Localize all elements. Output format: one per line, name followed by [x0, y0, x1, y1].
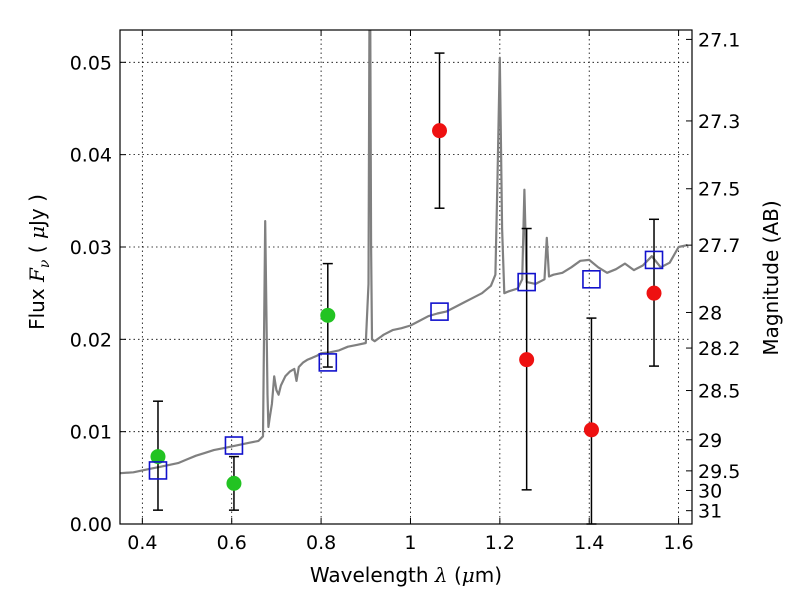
- data-point: [226, 475, 242, 491]
- x-tick-label: 0.8: [306, 532, 336, 554]
- y-tick-label: 0.05: [70, 52, 112, 74]
- x-tick-label: 1.6: [663, 532, 693, 554]
- y2-tick-label: 28.2: [698, 338, 740, 360]
- model-point: [430, 302, 449, 321]
- grid: [120, 30, 692, 525]
- x-tick-label: 0.6: [217, 532, 247, 554]
- y2-tick-label: 29.5: [698, 461, 740, 483]
- x-tick-label: 0.4: [127, 532, 157, 554]
- data-point: [519, 352, 535, 368]
- y-tick-label: 0.04: [70, 145, 112, 167]
- y2-tick-label: 29: [698, 430, 722, 452]
- x-tick-label: 1.2: [485, 532, 515, 554]
- y2-tick-label: 27.3: [698, 111, 740, 133]
- y2-tick-label: 27.5: [698, 179, 740, 201]
- model-point: [582, 270, 601, 289]
- x-tick-label: 1: [404, 532, 416, 554]
- model-point: [148, 461, 168, 480]
- model-point: [224, 436, 244, 455]
- model-point: [517, 272, 536, 292]
- y-tick-label: 0.03: [70, 237, 112, 259]
- x-axis-title: Wavelength λ (μm): [310, 563, 502, 587]
- photometry-layer: [148, 52, 664, 525]
- y-tick-label: 0.00: [70, 514, 112, 536]
- y-tick-label: 0.02: [70, 329, 112, 351]
- y-axis-title: Flux Fν ( μJy ): [25, 194, 53, 330]
- right-axis-title: Magnitude (AB): [759, 200, 783, 355]
- model-point: [644, 250, 664, 270]
- y2-tick-label: 27.1: [698, 29, 740, 51]
- data-point: [583, 422, 599, 438]
- y2-tick-label: 27.7: [698, 235, 740, 257]
- axis-ticks: 0.4 0.6 0.8 1 1.2 1.4 1.6 0.00 0.01 0.02 0.03 0.04 0…: [70, 29, 741, 554]
- data-point: [320, 307, 336, 323]
- x-tick-label: 1.4: [574, 532, 604, 554]
- data-point: [150, 449, 166, 465]
- y2-tick-label: 30: [698, 480, 722, 502]
- data-point: [432, 123, 448, 139]
- model-spectrum-layer: [120, 30, 688, 475]
- spectrum-line: [120, 30, 688, 475]
- model-spectrum: [120, 30, 688, 475]
- data-point: [646, 285, 662, 301]
- y2-tick-label: 28.5: [698, 381, 740, 403]
- model-point: [318, 353, 338, 372]
- y2-tick-label: 28: [698, 302, 722, 324]
- plot-frame: [119, 29, 693, 525]
- y2-tick-label: 31: [698, 501, 722, 523]
- y-tick-label: 0.01: [70, 422, 112, 444]
